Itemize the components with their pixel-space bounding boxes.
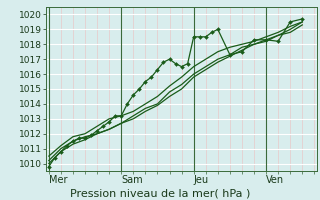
- Text: Ven: Ven: [266, 175, 284, 185]
- Text: Sam: Sam: [121, 175, 143, 185]
- Text: Mer: Mer: [49, 175, 67, 185]
- Text: Pression niveau de la mer( hPa ): Pression niveau de la mer( hPa ): [70, 188, 250, 198]
- Text: Jeu: Jeu: [194, 175, 209, 185]
